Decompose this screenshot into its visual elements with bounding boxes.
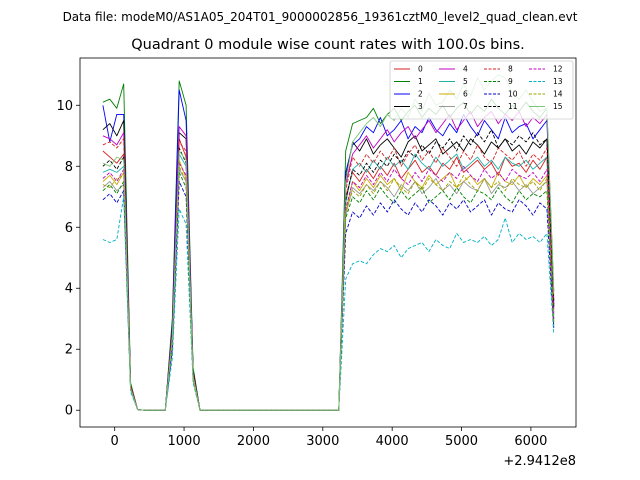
- y-tick-label: 6: [65, 221, 73, 236]
- legend-label-0: 0: [418, 65, 423, 74]
- y-tick-label: 2: [65, 343, 73, 358]
- chart-title: Quadrant 0 module wise count rates with …: [131, 37, 525, 53]
- legend-label-4: 4: [463, 65, 468, 74]
- legend-label-5: 5: [463, 77, 468, 86]
- x-tick-label: 1000: [168, 434, 201, 449]
- y-tick-label: 8: [65, 160, 73, 175]
- x-tick-label: 4000: [376, 434, 409, 449]
- legend-label-14: 14: [553, 90, 563, 99]
- series-layer: [102, 74, 555, 411]
- legend-box: [389, 60, 574, 120]
- x-tick-label: 5000: [445, 434, 478, 449]
- y-tick-label: 0: [65, 404, 73, 419]
- legend-label-2: 2: [418, 90, 423, 99]
- suptitle: Data file: modeM0/AS1A05_204T01_90000028…: [63, 10, 578, 24]
- legend-label-10: 10: [508, 90, 518, 99]
- legend-label-15: 15: [553, 102, 563, 111]
- legend-label-7: 7: [463, 102, 468, 111]
- legend-label-1: 1: [418, 77, 423, 86]
- legend-label-13: 13: [553, 77, 563, 86]
- x-offset-label: +2.9412e8: [503, 454, 576, 469]
- plot-frame: [79, 57, 577, 428]
- legend-label-8: 8: [508, 65, 513, 74]
- y-tick-label: 10: [56, 99, 73, 114]
- plot-background: [80, 58, 576, 427]
- legend-label-9: 9: [508, 77, 513, 86]
- y-axis: 0 2 4 6 8 10: [56, 99, 80, 419]
- legend-label-12: 12: [553, 65, 563, 74]
- x-tick-label: 0: [111, 434, 119, 449]
- legend-label-6: 6: [463, 90, 468, 99]
- x-tick-label: 3000: [306, 434, 339, 449]
- legend-label-11: 11: [508, 102, 518, 111]
- legend-label-3: 3: [418, 102, 423, 111]
- y-tick-label: 4: [65, 282, 73, 297]
- x-tick-label: 6000: [514, 434, 547, 449]
- x-axis: 0 1000 2000 3000 4000 5000 6000: [111, 427, 547, 449]
- x-tick-label: 2000: [237, 434, 270, 449]
